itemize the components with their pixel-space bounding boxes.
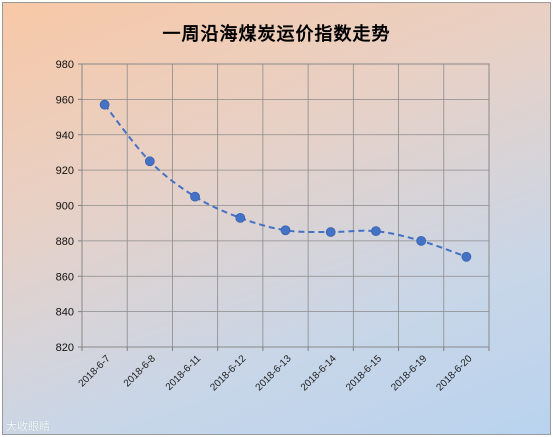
data-point xyxy=(416,235,427,246)
y-tick-label: 960 xyxy=(56,94,74,106)
data-point xyxy=(461,251,472,262)
y-tick-label: 940 xyxy=(56,130,74,142)
y-tick-label: 860 xyxy=(56,271,74,283)
data-point xyxy=(371,226,381,237)
y-tick-label: 920 xyxy=(56,165,74,177)
x-tick-label: 2018-6-19 xyxy=(389,353,429,393)
y-tick-label: 880 xyxy=(56,236,74,248)
data-point xyxy=(99,99,110,110)
data-point xyxy=(280,225,291,236)
data-point xyxy=(235,212,246,223)
chart-title: 一周沿海煤炭运价指数走势 xyxy=(162,24,391,45)
y-tick-label: 900 xyxy=(56,201,74,213)
x-tick-label: 2018-6-7 xyxy=(77,353,113,389)
y-tick-label: 820 xyxy=(56,342,74,354)
x-tick-label: 2018-6-8 xyxy=(122,353,158,389)
x-tick-label: 2018-6-12 xyxy=(208,353,248,393)
y-tick-label: 980 xyxy=(56,59,74,71)
data-point xyxy=(144,156,155,167)
series-line xyxy=(103,104,467,258)
x-tick-label: 2018-6-20 xyxy=(434,353,474,393)
x-tick-label: 2018-6-13 xyxy=(254,353,294,393)
x-tick-label: 2018-6-11 xyxy=(164,353,204,393)
data-point xyxy=(325,227,336,237)
y-tick-label: 840 xyxy=(56,307,74,319)
x-tick-label: 2018-6-14 xyxy=(299,353,339,393)
data-point xyxy=(190,191,200,202)
x-tick-label: 2018-6-15 xyxy=(344,353,384,393)
watermark: 大收眼睛 xyxy=(6,420,50,433)
